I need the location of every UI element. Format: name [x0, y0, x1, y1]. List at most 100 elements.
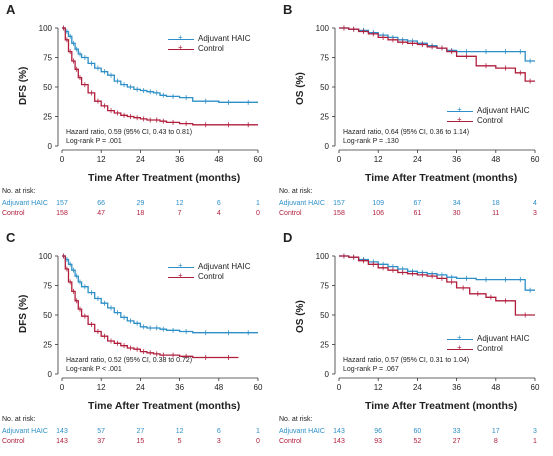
risk-count: 6 [216, 428, 221, 435]
panel-c: C 0 25 50 75 100 0 12 24 36 48 60 DFS (%) Time After … [0, 228, 276, 456]
y-tick-label: 25 [320, 113, 329, 122]
x-tick-label: 12 [374, 155, 383, 164]
risk-count: 67 [413, 200, 422, 207]
risk-count: 47 [97, 210, 106, 217]
panel-b: B 0 25 50 75 100 0 12 24 36 48 60 OS (%) Time After T… [277, 0, 553, 228]
risk-row-adjuvant-haic: Adjuvant HAIC 143 96 60 33 17 3 [279, 428, 551, 438]
risk-table-title: No. at risk: [2, 188, 36, 195]
risk-count: 143 [56, 428, 68, 435]
legend: Adjuvant HAICControl [447, 105, 530, 126]
panel-a: A 0 25 50 75 100 0 12 24 36 48 60 DFS (%) Time After … [0, 0, 276, 228]
x-tick-label: 24 [413, 155, 422, 164]
risk-group-name: Control [279, 210, 302, 217]
log-rank-text: Log-rank P < .001 [66, 366, 122, 373]
risk-count: 34 [452, 200, 461, 207]
risk-count: 18 [491, 200, 500, 207]
x-axis-label: Time After Treatment (months) [88, 400, 241, 412]
risk-count: 8 [493, 438, 498, 445]
legend-item-control: Control [447, 115, 529, 126]
risk-group-name: Control [2, 210, 25, 217]
risk-count: 96 [374, 428, 383, 435]
y-axis-label: OS (%) [295, 72, 306, 105]
x-tick-label: 36 [452, 155, 461, 164]
panel-letter: D [283, 230, 293, 245]
risk-count: 12 [175, 200, 184, 207]
risk-count: 17 [491, 428, 500, 435]
risk-row-adjuvant-haic: Adjuvant HAIC 143 57 27 12 6 1 [2, 428, 274, 438]
x-axis-label: Time After Treatment (months) [365, 400, 518, 412]
y-tick-label: 75 [320, 54, 329, 63]
y-tick-label: 75 [43, 282, 52, 291]
x-axis-label: Time After Treatment (months) [365, 172, 518, 184]
x-tick-label: 24 [136, 383, 145, 392]
curve-adjuvant-haic [62, 27, 258, 103]
risk-count: 37 [97, 438, 106, 445]
risk-count: 0 [256, 210, 260, 217]
x-tick-label: 48 [491, 155, 500, 164]
legend-label: Control [198, 44, 224, 53]
y-axis-label: DFS (%) [18, 66, 29, 105]
x-tick-label: 60 [254, 155, 263, 164]
risk-count: 52 [413, 438, 422, 445]
risk-count: 143 [333, 428, 345, 435]
legend-label: Adjuvant HAIC [477, 106, 530, 115]
risk-row-control: Control 158 106 61 30 11 3 [279, 210, 551, 220]
curve-control [62, 255, 239, 359]
y-tick-label: 25 [320, 341, 329, 350]
risk-table-title: No. at risk: [2, 416, 36, 423]
y-tick-label: 75 [320, 282, 329, 291]
x-tick-label: 48 [491, 383, 500, 392]
y-tick-label: 100 [316, 24, 330, 33]
legend-swatch [168, 33, 194, 43]
x-tick-label: 12 [374, 383, 383, 392]
risk-count: 0 [256, 438, 260, 445]
panel-letter: B [283, 2, 293, 17]
legend: Adjuvant HAICControl [168, 261, 251, 282]
risk-count: 27 [452, 438, 461, 445]
legend-item-adjuvant-haic: Adjuvant HAIC [168, 261, 251, 272]
risk-count: 109 [372, 200, 385, 207]
legend-label: Adjuvant HAIC [198, 262, 251, 271]
y-tick-label: 0 [325, 370, 330, 379]
log-rank-text: Log-rank P = .067 [343, 366, 399, 373]
risk-count: 157 [333, 200, 345, 207]
plot-svg: 0 25 50 75 100 0 12 24 36 48 60 [39, 24, 263, 164]
legend-swatch [447, 115, 473, 125]
y-axis-label: OS (%) [295, 300, 306, 333]
plot-svg: 0 25 50 75 100 0 12 24 36 48 60 [316, 24, 540, 164]
x-tick-label: 24 [136, 155, 145, 164]
risk-count: 30 [452, 210, 461, 217]
risk-row-control: Control 158 47 18 7 4 0 [2, 210, 274, 220]
risk-count: 158 [333, 210, 345, 217]
risk-count: 60 [413, 428, 422, 435]
x-tick-label: 0 [337, 155, 342, 164]
risk-count: 157 [56, 200, 68, 207]
risk-count: 27 [136, 428, 145, 435]
risk-group-name: Adjuvant HAIC [279, 200, 325, 207]
x-axis-label: Time After Treatment (months) [88, 172, 241, 184]
risk-count: 7 [177, 210, 182, 217]
risk-group-name: Control [279, 438, 302, 445]
legend-label: Control [198, 272, 224, 281]
risk-count: 1 [533, 438, 537, 445]
x-tick-label: 60 [254, 383, 263, 392]
y-tick-label: 50 [43, 311, 52, 320]
risk-count: 93 [374, 438, 383, 445]
curve-control [62, 27, 258, 126]
x-tick-label: 48 [214, 155, 223, 164]
x-tick-label: 36 [175, 383, 184, 392]
log-rank-text: Log-rank P = .001 [66, 138, 122, 145]
risk-count: 143 [56, 438, 68, 445]
curve-control [339, 255, 535, 316]
risk-count: 4 [216, 210, 221, 217]
risk-group-name: Adjuvant HAIC [2, 200, 48, 207]
risk-count: 33 [452, 428, 461, 435]
risk-count: 6 [216, 200, 221, 207]
legend-item-adjuvant-haic: Adjuvant HAIC [447, 105, 530, 116]
legend-label: Adjuvant HAIC [477, 334, 530, 343]
risk-count: 66 [97, 200, 106, 207]
hazard-ratio-text: Hazard ratio, 0.59 (95% CI, 0.43 to 0.81… [66, 129, 193, 136]
y-tick-label: 50 [320, 311, 329, 320]
risk-row-control: Control 143 93 52 27 8 1 [279, 438, 551, 448]
y-tick-label: 50 [320, 83, 329, 92]
